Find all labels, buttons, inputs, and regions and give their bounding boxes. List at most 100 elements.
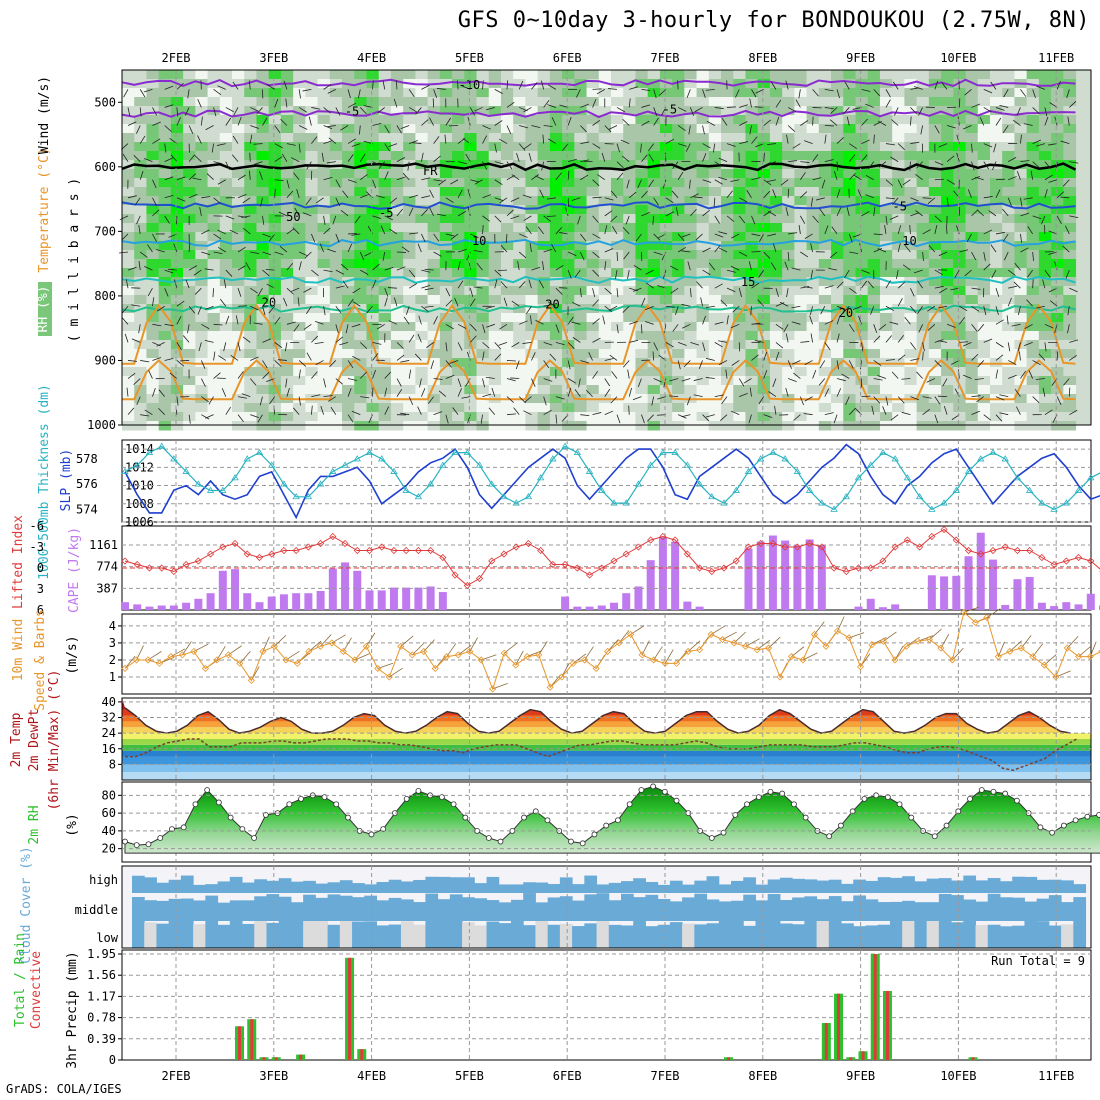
wind-barb: [580, 141, 590, 144]
rh-cell: [892, 142, 905, 152]
wind-barb: [188, 154, 195, 162]
rh-cell: [928, 277, 942, 287]
rh-cell: [170, 187, 184, 197]
rh-cell: [244, 250, 257, 260]
rh-cell: [965, 331, 979, 341]
rh-cell: [977, 178, 991, 188]
wind-barb: [278, 211, 288, 217]
wind-barb: [1003, 251, 1009, 261]
wind-barb: [298, 125, 308, 130]
rh-cell: [537, 385, 551, 395]
rh-cell: [280, 322, 294, 332]
wind-barb: [347, 138, 356, 144]
rh-cell: [757, 421, 771, 431]
rh-cell: [207, 187, 221, 197]
wind-barb: [567, 316, 574, 325]
rh-cell: [476, 241, 490, 251]
rh-cell: [280, 421, 294, 431]
rh-cell: [244, 403, 257, 413]
rh-cell: [280, 88, 294, 98]
wind-barb: [531, 378, 536, 387]
rh-cell: [342, 241, 355, 251]
wind-barb: [510, 377, 520, 379]
rh-cell: [794, 304, 808, 314]
rh-cell: [892, 88, 905, 98]
rh-cell: [562, 214, 575, 224]
wind-barb: [592, 233, 601, 239]
rh-cell: [611, 142, 624, 152]
rh-cell: [831, 313, 844, 323]
rh-cell: [721, 358, 734, 368]
rh-cell: [195, 376, 209, 386]
rh-cell: [659, 250, 673, 260]
upper-air-frame: [121, 69, 1092, 426]
rh-cell: [146, 268, 160, 278]
rh-cell: [855, 385, 869, 395]
rh-cell: [122, 376, 135, 386]
rh-cell: [1026, 187, 1040, 197]
wind-barb: [144, 409, 153, 416]
wind-barb: [200, 378, 206, 387]
wind-barb: [138, 261, 141, 271]
rh-cell: [684, 106, 698, 116]
wind-barb: [604, 388, 611, 397]
rh-cell: [672, 322, 685, 332]
rh-cell: [158, 169, 172, 179]
rh-cell: [867, 115, 881, 125]
wind-barb: [842, 107, 850, 115]
rh-cell: [256, 349, 270, 359]
li-point: [145, 564, 154, 572]
rh-cell: [769, 232, 783, 242]
rh-cell: [586, 412, 600, 422]
rh-cell: [305, 340, 319, 350]
wind-barb: [755, 143, 764, 148]
rh-cell: [146, 214, 160, 224]
rh-cell: [232, 286, 245, 296]
rh-cell: [977, 232, 991, 242]
rh-cell: [207, 169, 221, 179]
rh-cell: [525, 241, 539, 251]
wind-barb: [482, 194, 492, 199]
rh-cell: [916, 403, 930, 413]
rh-cell: [843, 394, 856, 404]
rh-cell: [464, 160, 478, 170]
wind-barb: [347, 102, 357, 108]
rh-cell: [659, 169, 673, 179]
rh-cell: [892, 313, 905, 323]
rh-cell: [684, 367, 698, 377]
rh-cell: [1014, 268, 1028, 278]
wind-barb: [677, 360, 681, 370]
rh-cell: [989, 196, 1003, 206]
rh-cell: [537, 322, 551, 332]
wind-barb: [372, 353, 379, 361]
rh-cell: [219, 151, 233, 161]
wind-barb: [861, 88, 871, 92]
rh-cell: [439, 124, 453, 134]
rh-cell: [415, 331, 429, 341]
rh-cell: [892, 187, 905, 197]
rh-cell: [439, 394, 453, 404]
rh-cell: [806, 421, 820, 431]
wind-barb: [237, 371, 244, 379]
rh-cell: [122, 259, 135, 269]
rh-cell: [562, 97, 575, 107]
rh-cell: [855, 133, 869, 143]
rh-cell: [329, 205, 343, 215]
rh-cell: [207, 340, 221, 350]
rh-cell: [696, 196, 710, 206]
rh-cell: [183, 196, 196, 206]
rh-cell: [464, 277, 478, 287]
rh-cell: [623, 367, 636, 377]
wind-barb: [720, 299, 728, 307]
rh-cell: [195, 286, 209, 296]
rh-cell: [598, 205, 612, 215]
rh-cell: [647, 385, 661, 395]
rh-cell: [733, 160, 746, 170]
rh-cell: [1051, 205, 1064, 215]
wind-barb: [506, 101, 515, 108]
rh-cell: [769, 115, 783, 125]
wind-barb: [918, 107, 923, 116]
rh-cell: [170, 295, 184, 305]
wind-barb: [515, 360, 520, 370]
rh-cell: [452, 151, 465, 161]
